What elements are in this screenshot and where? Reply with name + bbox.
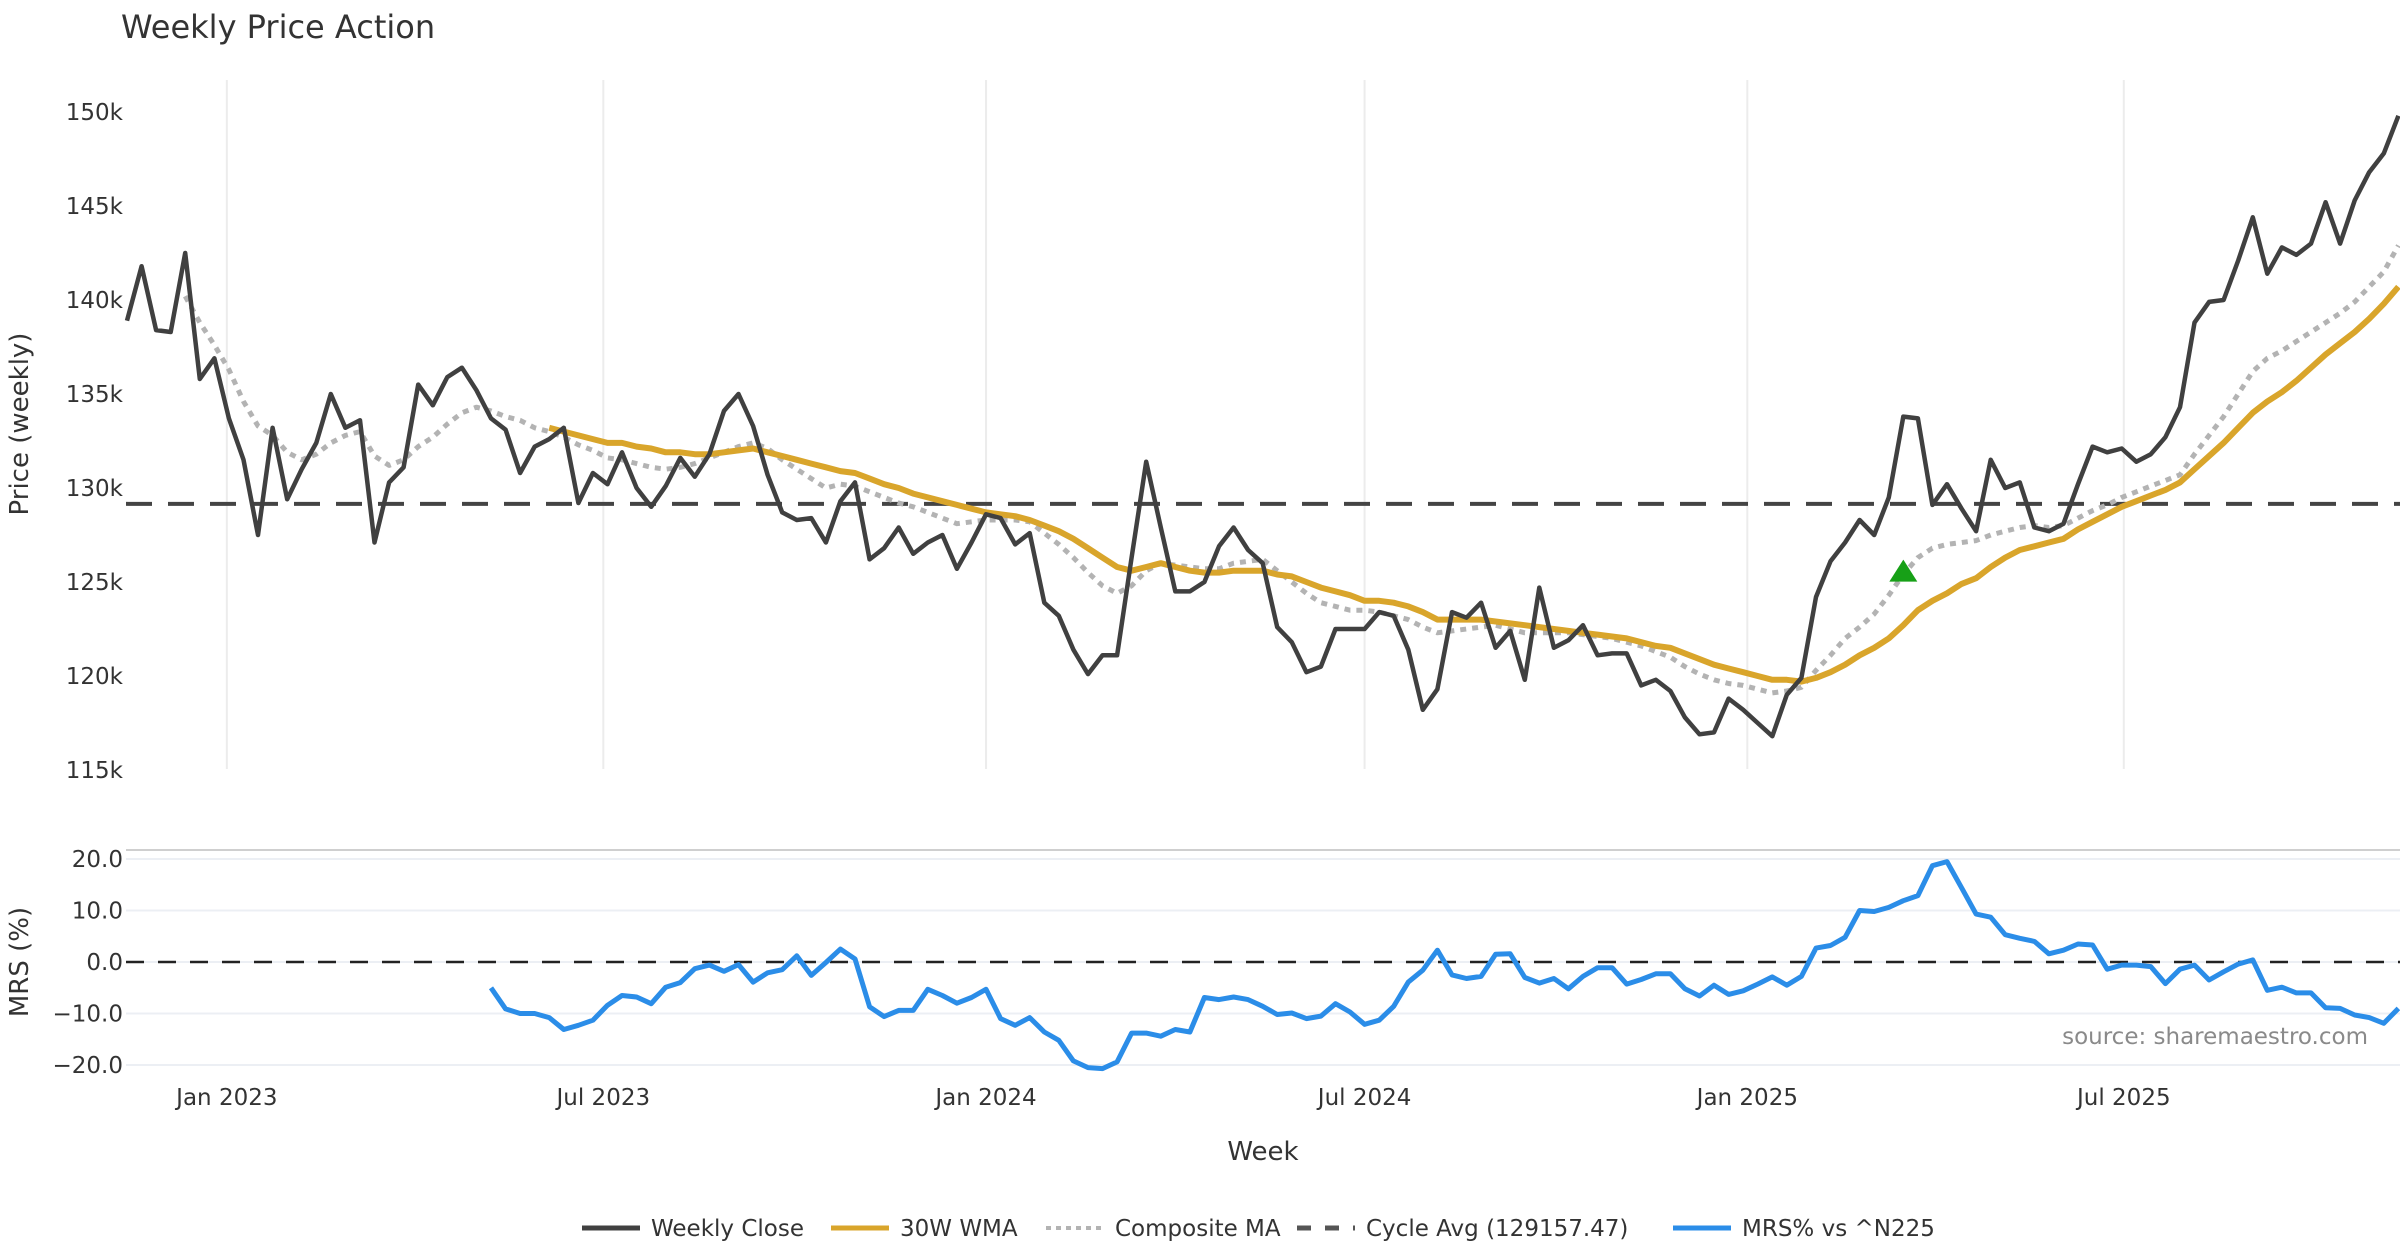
x-tick-label: Jan 2024 bbox=[933, 1085, 1036, 1111]
price-y-tick-label: 130k bbox=[66, 476, 124, 502]
buy-signal-triangle-marker bbox=[1889, 559, 1918, 582]
chart-title: Weekly Price Action bbox=[121, 8, 435, 46]
legend-item[interactable]: Cycle Avg (129157.47) bbox=[1297, 1216, 1628, 1242]
price-series-layer bbox=[124, 114, 2400, 739]
wma-30w-line bbox=[548, 284, 2400, 685]
x-tick-label: Jan 2023 bbox=[174, 1085, 277, 1111]
price-y-tick-label: 125k bbox=[66, 570, 124, 596]
mrs-y-tick-label: −10.0 bbox=[53, 1002, 123, 1028]
mrs-series-layer bbox=[488, 859, 2400, 1072]
legend-item[interactable]: Composite MA bbox=[1046, 1216, 1281, 1242]
mrs-y-axis-title: MRS (%) bbox=[5, 907, 35, 1017]
x-tick-label: Jan 2025 bbox=[1695, 1085, 1798, 1111]
weekly-close-line bbox=[124, 114, 2400, 739]
price-vertical-gridlines bbox=[225, 80, 2125, 769]
x-tick-label: Jul 2025 bbox=[2075, 1085, 2171, 1111]
x-tick-label: Jul 2023 bbox=[555, 1085, 651, 1111]
legend-label: Weekly Close bbox=[651, 1216, 804, 1242]
price-y-tick-label: 120k bbox=[66, 664, 124, 690]
legend-item[interactable]: 30W WMA bbox=[831, 1216, 1018, 1242]
legend: Weekly Close 30W WMA Composite MA Cycle Avg… bbox=[582, 1216, 1935, 1242]
legend-item[interactable]: Weekly Close bbox=[582, 1216, 804, 1242]
mrs-line bbox=[488, 859, 2400, 1072]
legend-label: MRS% vs ^N225 bbox=[1742, 1216, 1935, 1242]
price-y-tick-label: 140k bbox=[66, 288, 124, 314]
x-axis-title: Week bbox=[1227, 1137, 1298, 1167]
legend-label: Composite MA bbox=[1115, 1216, 1281, 1242]
legend-item[interactable]: MRS% vs ^N225 bbox=[1673, 1216, 1935, 1242]
price-y-tick-label: 145k bbox=[66, 194, 124, 220]
price-y-tick-label: 115k bbox=[66, 758, 124, 784]
x-axis-ticks: Jan 2023 Jul 2023 Jan 2024 Jul 2024 Jan 2025… bbox=[174, 1085, 2170, 1111]
price-y-axis-ticks: 150k 145k 140k 135k 130k 125k 120k 115k bbox=[66, 100, 124, 784]
price-y-tick-label: 150k bbox=[66, 100, 124, 126]
mrs-y-axis-ticks: 20.0 10.0 0.0 −10.0 −20.0 bbox=[53, 847, 123, 1079]
source-annotation: source: sharemaestro.com bbox=[2062, 1024, 2368, 1050]
mrs-y-tick-label: 10.0 bbox=[72, 899, 123, 925]
legend-label: Cycle Avg (129157.47) bbox=[1366, 1216, 1628, 1242]
mrs-y-tick-label: 0.0 bbox=[86, 950, 123, 976]
x-tick-label: Jul 2024 bbox=[1316, 1085, 1412, 1111]
price-y-axis-title: Price (weekly) bbox=[5, 333, 35, 516]
legend-label: 30W WMA bbox=[900, 1216, 1018, 1242]
price-y-tick-label: 135k bbox=[66, 382, 124, 408]
mrs-horizontal-gridlines bbox=[126, 858, 2400, 1066]
mrs-y-tick-label: −20.0 bbox=[53, 1053, 123, 1079]
signal-markers bbox=[1889, 559, 1918, 582]
mrs-y-tick-label: 20.0 bbox=[72, 847, 123, 873]
